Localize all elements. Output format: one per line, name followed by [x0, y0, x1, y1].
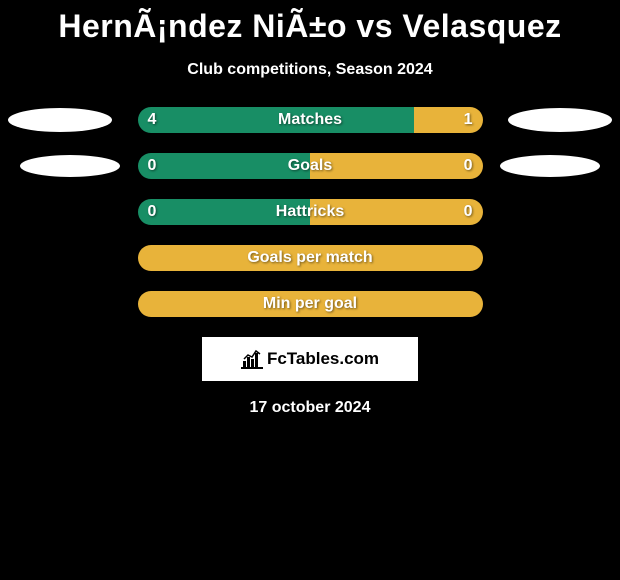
stat-row: 4 1 Matches [0, 107, 620, 133]
logo-box: FcTables.com [202, 337, 418, 381]
player-ellipse-left [8, 108, 112, 132]
stat-bar: 0 0 Goals [138, 153, 483, 179]
stat-label: Goals [288, 157, 332, 175]
stat-bar-single: Min per goal [138, 291, 483, 317]
stat-value-left: 0 [138, 157, 167, 175]
logo-content: FcTables.com [241, 349, 379, 369]
player-ellipse-left [20, 155, 120, 177]
stat-row: Goals per match [0, 245, 620, 271]
stat-value-right: 1 [454, 111, 483, 129]
bar-chart-icon [241, 349, 263, 369]
subtitle: Club competitions, Season 2024 [0, 61, 620, 79]
date-label: 17 october 2024 [0, 399, 620, 417]
stat-value-right: 0 [454, 203, 483, 221]
stat-bar-single: Goals per match [138, 245, 483, 271]
stat-label: Matches [278, 111, 342, 129]
stat-row: Min per goal [0, 291, 620, 317]
stat-bar-left: 4 [138, 107, 414, 133]
stat-bar-right: 1 [414, 107, 483, 133]
stat-row: 0 0 Goals [0, 153, 620, 179]
stat-row: 0 0 Hattricks [0, 199, 620, 225]
logo-text: FcTables.com [267, 349, 379, 369]
stat-value-left: 0 [138, 203, 167, 221]
player-ellipse-right [508, 108, 612, 132]
page-title: HernÃ¡ndez NiÃ±o vs Velasquez [0, 8, 620, 45]
stat-rows: 4 1 Matches 0 0 Goals 0 0 Hattricks Goals per mat… [0, 107, 620, 317]
stat-bar-left: 0 [138, 153, 311, 179]
player-ellipse-right [500, 155, 600, 177]
stat-value-right: 0 [454, 157, 483, 175]
stat-value-left: 4 [138, 111, 167, 129]
stat-label: Hattricks [276, 203, 344, 221]
stat-bar: 4 1 Matches [138, 107, 483, 133]
stats-comparison-card: HernÃ¡ndez NiÃ±o vs Velasquez Club compe… [0, 0, 620, 417]
stat-bar-right: 0 [310, 153, 483, 179]
stat-bar: 0 0 Hattricks [138, 199, 483, 225]
